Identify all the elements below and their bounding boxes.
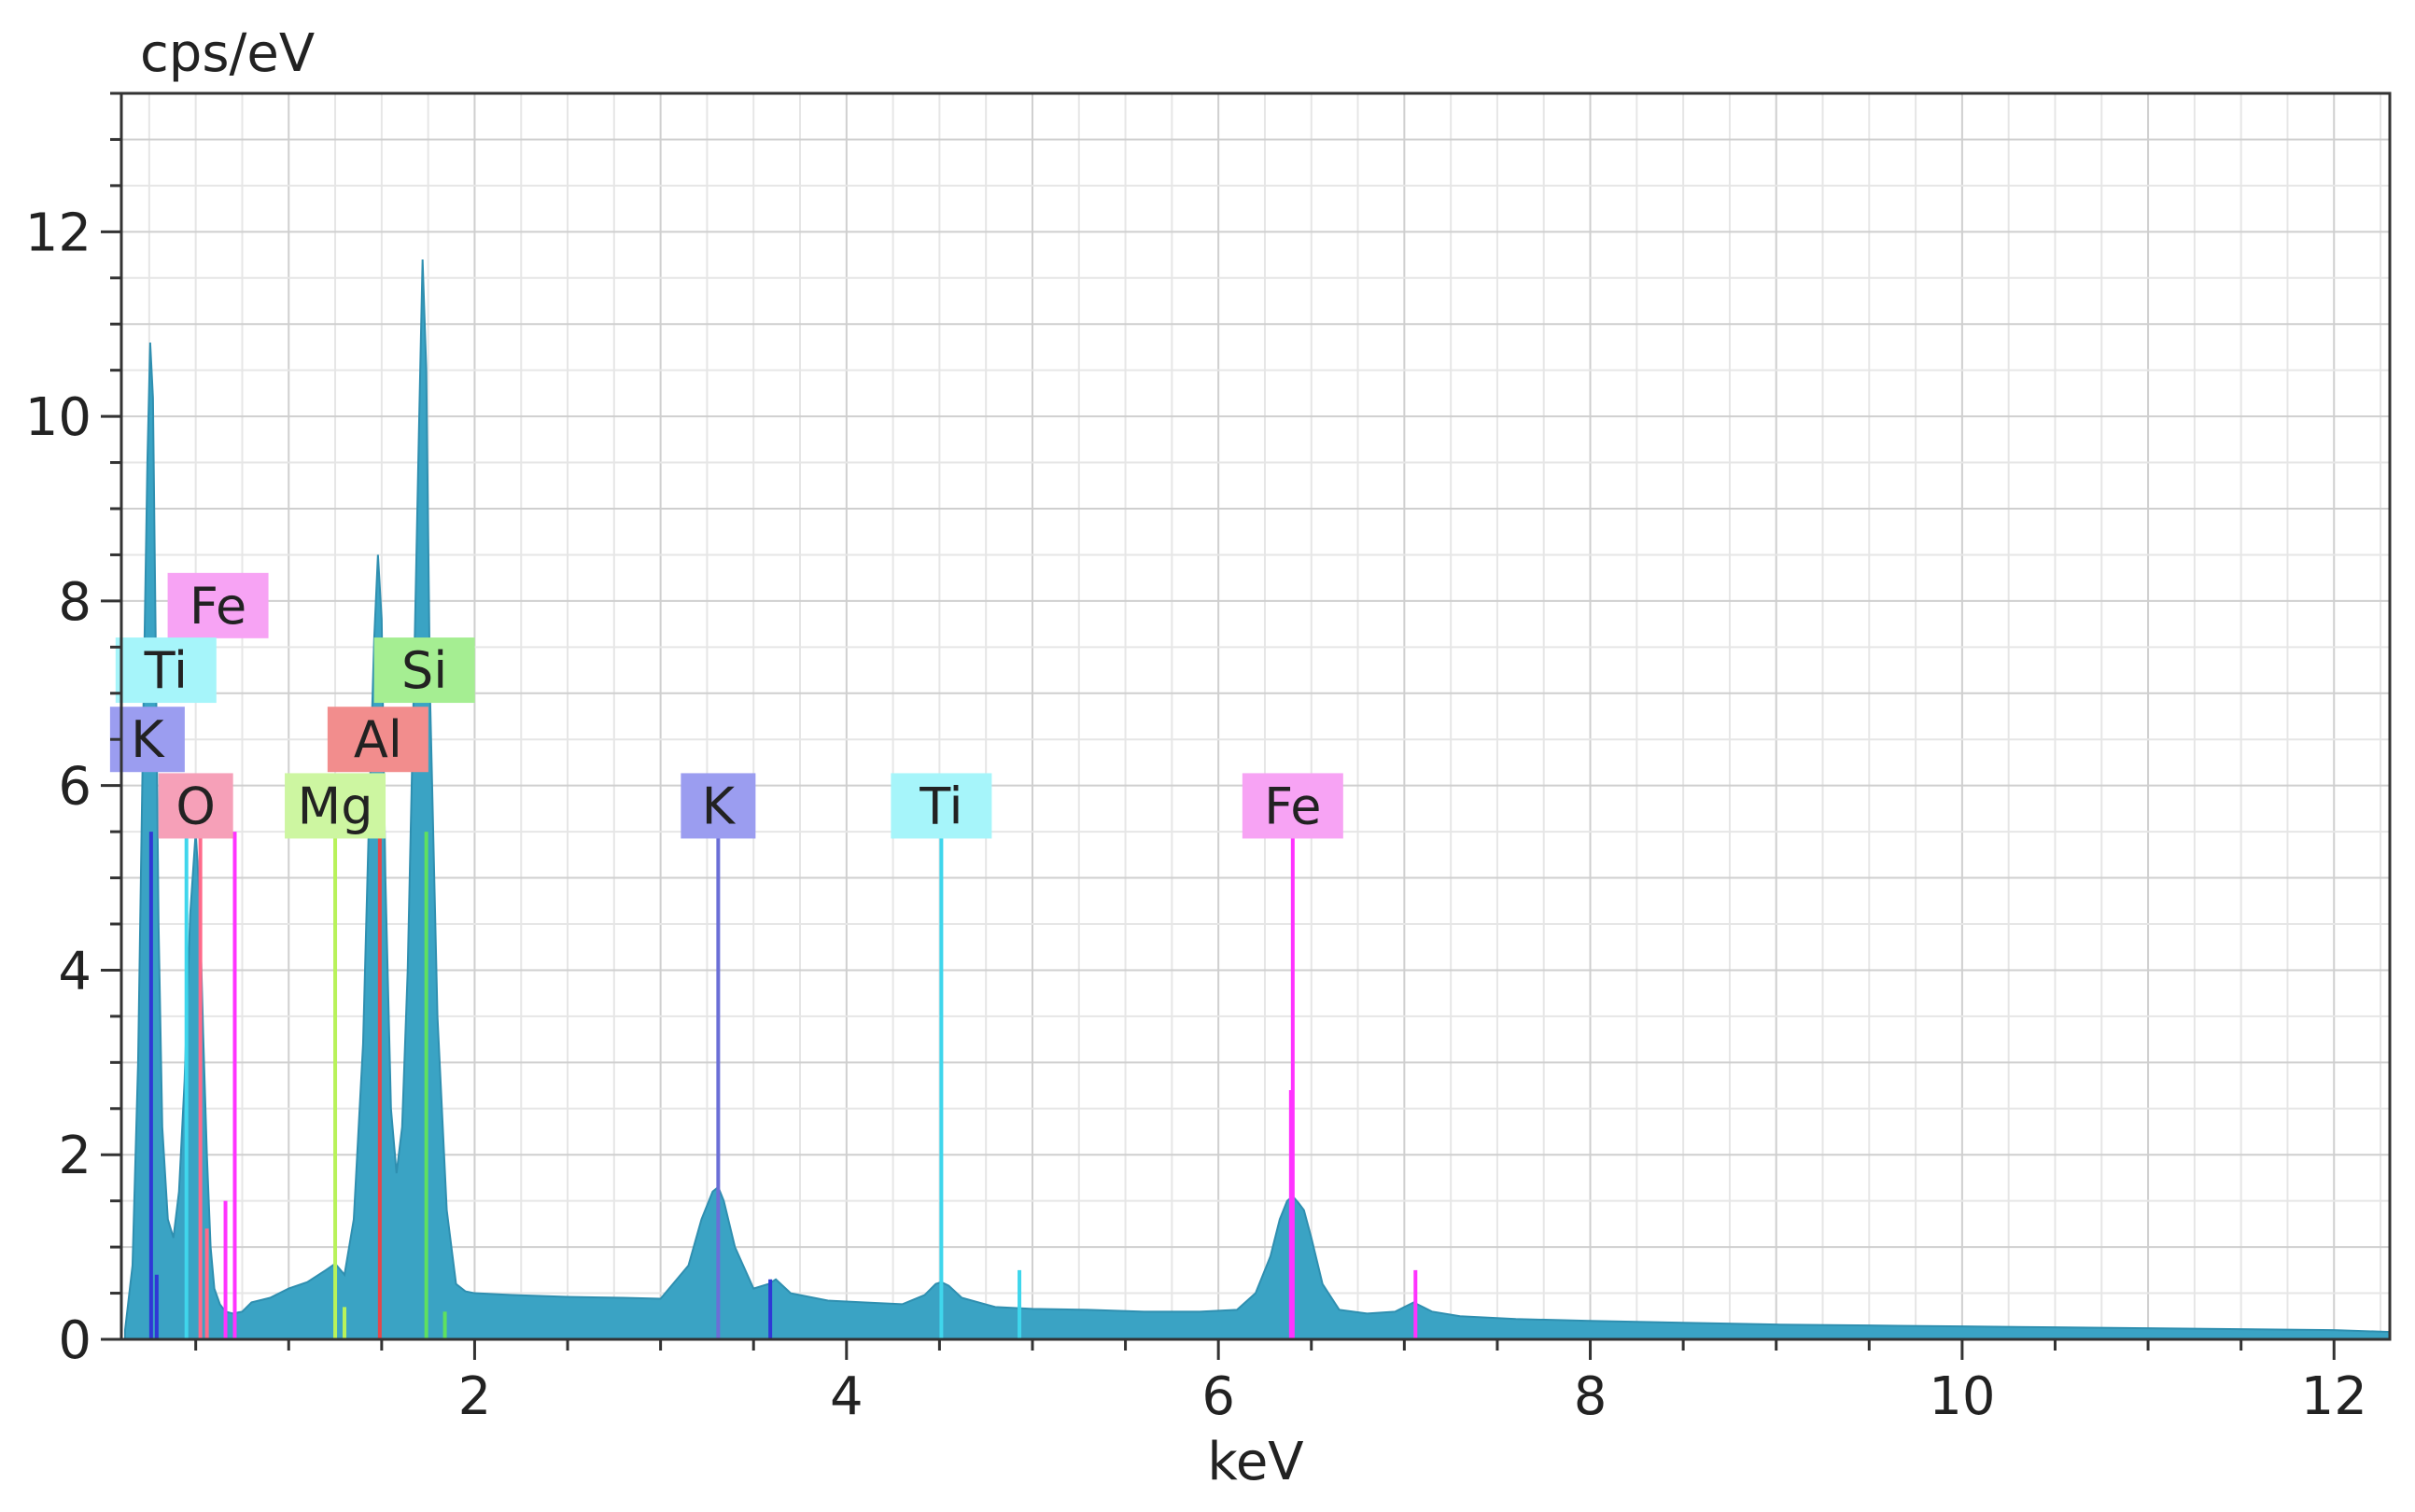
y-axis-title: cps/eV [140, 23, 315, 84]
peak-label-fe: Fe [167, 572, 269, 638]
peak-label-box [681, 773, 756, 839]
peak-label-ti: Ti [115, 637, 217, 704]
x-tick-label: 12 [2301, 1366, 2367, 1427]
peak-label-mg: Mg [285, 773, 386, 839]
x-tick-label: 2 [458, 1366, 492, 1427]
peak-label-text: Al [354, 710, 402, 769]
peak-label-fe: Fe [1242, 773, 1343, 839]
peak-label-al: Al [327, 707, 428, 773]
peak-label-text: Fe [1264, 777, 1321, 835]
peak-label-text: Ti [144, 641, 188, 700]
peak-label-text: K [702, 777, 737, 835]
peak-label-box [373, 637, 475, 704]
spectrum-layer [123, 259, 2391, 1340]
peak-label-box [167, 572, 269, 638]
peak-label-text: Fe [190, 577, 246, 636]
y-tick-label: 10 [25, 387, 91, 448]
peak-label-o: O [158, 773, 233, 839]
ticks-layer [101, 91, 2336, 1360]
y-tick-label: 8 [58, 572, 91, 633]
y-tick-label: 6 [58, 757, 91, 818]
y-tick-label: 0 [58, 1310, 91, 1371]
grid [121, 92, 2390, 1340]
y-tick-label: 4 [58, 941, 91, 1001]
peak-label-box [1242, 773, 1343, 839]
peak-label-ti: Ti [891, 773, 992, 839]
peak-label-box [891, 773, 992, 839]
peak-label-box [285, 773, 386, 839]
x-tick-label: 6 [1201, 1366, 1235, 1427]
plot-frame [119, 91, 2392, 1341]
spectrum-area [123, 259, 2391, 1340]
peak-label-text: Si [401, 641, 447, 700]
peak-label-k: K [681, 773, 756, 839]
x-axis-title: keV [1207, 1432, 1303, 1492]
peak-label-box [327, 707, 428, 773]
peak-label-si: Si [373, 637, 475, 704]
x-tick-label: 10 [1929, 1366, 1995, 1427]
peak-label-box [158, 773, 233, 839]
peak-label-text: Ti [919, 777, 962, 835]
element-lines-layer [148, 832, 1418, 1339]
x-tick-label: 8 [1574, 1366, 1608, 1427]
peak-label-text: O [176, 777, 216, 835]
peak-label-text: K [131, 710, 165, 769]
y-tick-label: 12 [25, 203, 91, 263]
peak-label-box [115, 637, 217, 704]
y-tick-label: 2 [58, 1126, 91, 1186]
tick-labels: 2 4 6 8 10 12 0 2 4 6 8 10 12 [25, 203, 2367, 1427]
x-tick-label: 4 [830, 1366, 864, 1427]
peak-label-text: Mg [298, 777, 373, 835]
